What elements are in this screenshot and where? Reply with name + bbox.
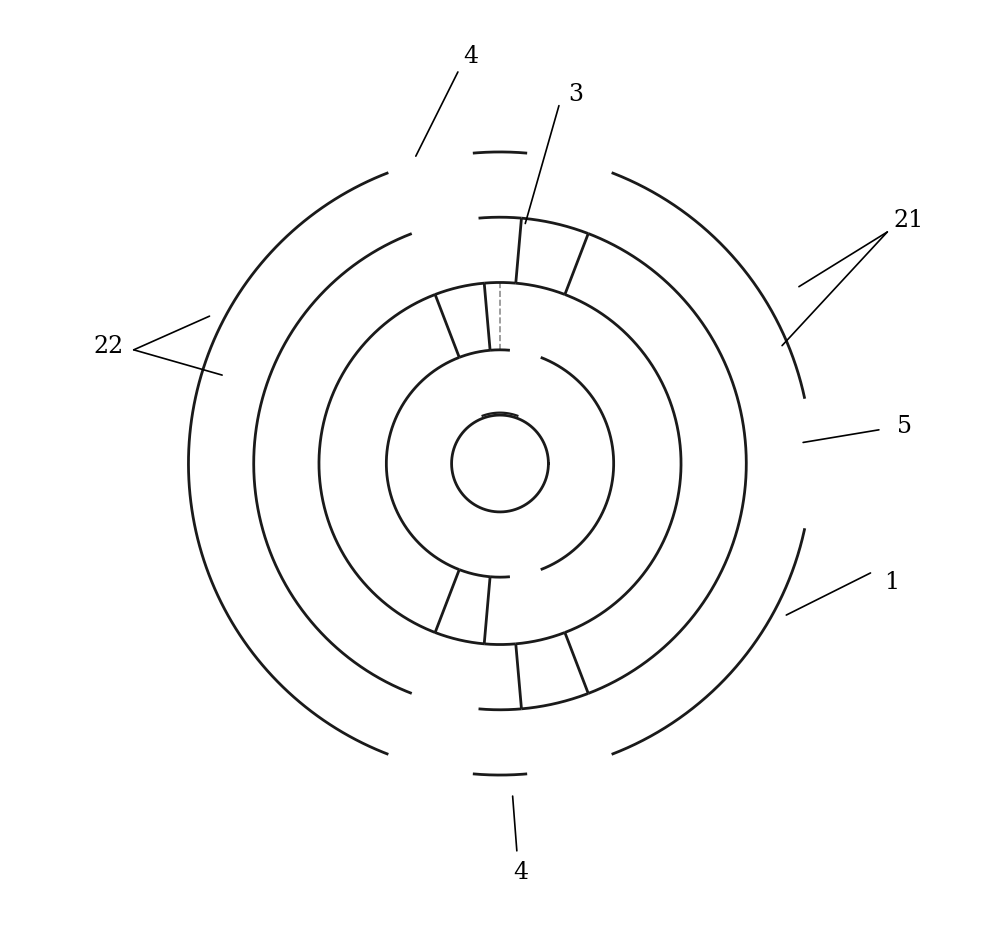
Text: 1: 1 xyxy=(884,571,899,593)
Text: 4: 4 xyxy=(463,45,478,68)
Text: 3: 3 xyxy=(568,83,583,106)
Text: 5: 5 xyxy=(897,415,912,438)
Text: 4: 4 xyxy=(513,860,529,883)
Text: 22: 22 xyxy=(93,335,124,357)
Text: 21: 21 xyxy=(893,209,924,232)
